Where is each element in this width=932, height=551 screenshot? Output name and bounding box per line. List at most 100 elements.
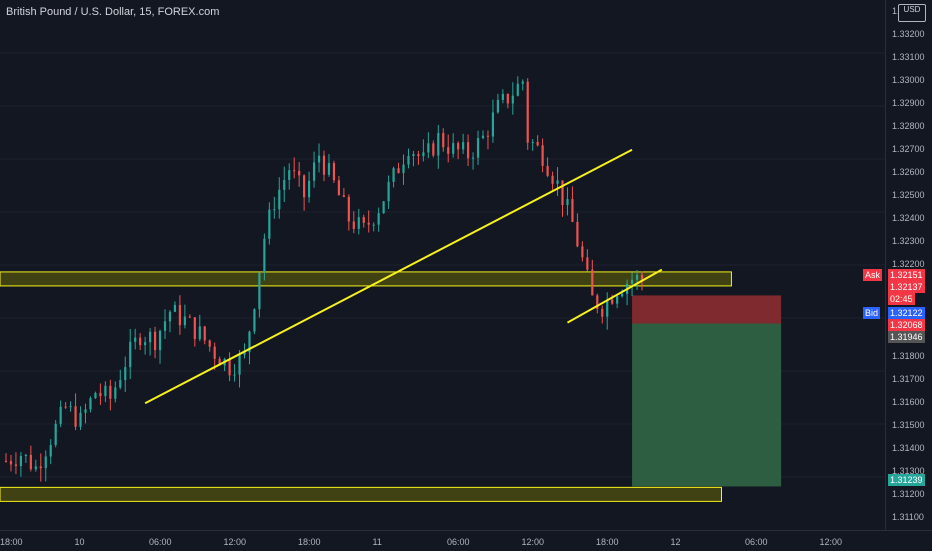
candle [571, 199, 574, 222]
candle [99, 392, 102, 397]
candle [352, 221, 355, 229]
candle [139, 337, 142, 346]
candle [148, 331, 152, 343]
candle [536, 142, 539, 146]
candle [611, 299, 614, 304]
time-tick-label: 18:00 [0, 537, 23, 547]
candle [74, 406, 77, 427]
candle [293, 170, 296, 172]
chart-plot-area[interactable] [0, 0, 885, 530]
target-price-tag: 1.31239 [888, 474, 925, 486]
candle [312, 162, 316, 181]
candle [64, 406, 67, 408]
time-tick-label: 12 [670, 537, 681, 547]
price-tick-label: 1.33100 [892, 51, 925, 62]
candle [397, 168, 400, 174]
candle [521, 81, 524, 84]
price-tick-label: 1.32900 [892, 97, 925, 108]
time-tick-label: 06:00 [745, 537, 768, 547]
candle [556, 180, 559, 184]
candle [248, 331, 251, 353]
price-tick-label: 1.31300 [892, 466, 925, 477]
candle [586, 257, 589, 270]
candle [109, 385, 112, 399]
candle [501, 93, 504, 100]
candle [273, 209, 276, 211]
candle [387, 181, 390, 202]
candle [526, 81, 529, 143]
take-profit-zone [632, 323, 782, 487]
support-zone [0, 271, 732, 287]
price-tick-label: 1.31200 [892, 489, 925, 500]
candle [119, 380, 122, 388]
candle [596, 295, 599, 309]
candle [412, 154, 415, 157]
candle [288, 170, 291, 180]
price-tick-label: 1.32400 [892, 212, 925, 223]
candle [566, 199, 569, 206]
candle [203, 326, 206, 341]
trendline [566, 268, 663, 324]
time-axis[interactable]: 18:00 10 06:00 12:00 18:00 11 06:00 12:00 18:00 1… [0, 530, 932, 551]
candle [432, 143, 435, 156]
candle [24, 454, 27, 457]
candle [332, 163, 336, 181]
candle [531, 142, 534, 144]
price-tick-label: 1.33200 [892, 28, 925, 39]
candle [462, 142, 465, 150]
candle [84, 409, 87, 413]
candle [342, 195, 345, 197]
candle [253, 309, 256, 332]
candle [407, 156, 410, 165]
bid-price-tag: 1.32122 [888, 307, 925, 319]
candle [124, 367, 127, 381]
candle [268, 209, 271, 239]
time-tick-label: 06:00 [149, 537, 172, 547]
candle [511, 95, 514, 104]
candle [89, 398, 92, 410]
candle [347, 196, 350, 222]
currency-button[interactable]: USD [898, 4, 926, 22]
candle [39, 466, 42, 469]
time-tick-label: 12:00 [521, 537, 545, 547]
candle [193, 317, 196, 340]
candle [357, 217, 360, 229]
candle [178, 305, 182, 326]
candle [422, 152, 425, 157]
candle [317, 155, 321, 163]
candle [258, 272, 261, 310]
candle [153, 331, 157, 351]
price-chart[interactable] [0, 0, 885, 530]
candle [59, 406, 62, 424]
price-axis[interactable]: 1.333001.332001.331001.330001.329001.328… [885, 0, 932, 530]
candle [198, 326, 201, 340]
bid-label: Bid [863, 307, 881, 319]
price-tick-label: 1.31500 [892, 420, 925, 431]
support-zone [0, 486, 722, 502]
price-tick-label: 1.32800 [892, 120, 925, 131]
candle [377, 213, 380, 225]
candle [506, 93, 509, 104]
candle [372, 224, 375, 226]
candle [427, 143, 430, 153]
candle [541, 145, 544, 166]
candle [621, 293, 624, 297]
candle [263, 238, 266, 273]
candle [481, 135, 485, 139]
candle [640, 274, 644, 280]
candle [616, 296, 619, 304]
candle [591, 269, 594, 296]
candle [114, 387, 117, 399]
price-tick-label: 1.32700 [892, 143, 925, 154]
time-tick-label: 12:00 [223, 537, 247, 547]
price-tick-label: 1.32200 [892, 259, 925, 269]
time-tick-label: 11 [372, 537, 382, 547]
ask-label: Ask [863, 269, 883, 281]
last-price-tag: 1.32137 [888, 281, 925, 293]
candle [298, 170, 301, 176]
price-tick-label: 1.31700 [892, 374, 925, 385]
ask-price-tag: 1.32151 [888, 269, 925, 281]
candle [303, 175, 306, 198]
candle [491, 112, 495, 137]
trendline [144, 148, 633, 405]
